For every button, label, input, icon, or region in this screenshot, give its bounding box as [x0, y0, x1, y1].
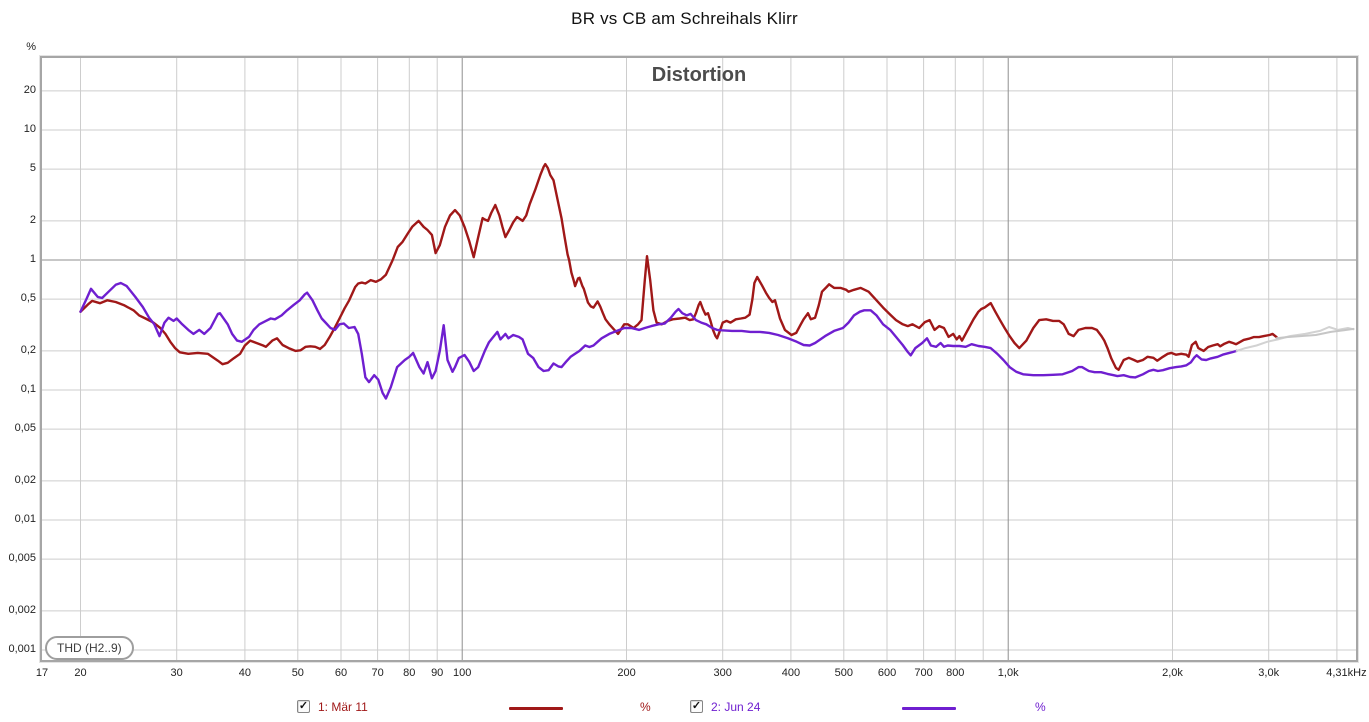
y-tick-label: 0,02: [14, 473, 36, 486]
x-tick-label: 700: [914, 667, 933, 679]
x-tick-label: 20: [74, 667, 87, 679]
y-tick-label: 1: [29, 253, 36, 265]
y-tick-label: 5: [29, 162, 36, 175]
x-tick-label: 17: [35, 667, 49, 679]
legend-checkbox-1[interactable]: ✓: [297, 700, 310, 713]
x-tick-label: 3,0k: [1258, 667, 1280, 679]
legend-line-sample-2: [902, 707, 956, 710]
plot-area[interactable]: Distortion THD (H2..9): [39, 55, 1359, 663]
checkmark-icon: ✓: [298, 700, 309, 712]
y-tick-label: 0,2: [20, 343, 36, 356]
x-tick-label: 300: [713, 667, 732, 679]
x-tick-label: 80: [403, 667, 416, 679]
legend-checkbox-2[interactable]: ✓: [690, 700, 703, 713]
x-tick-label: 500: [834, 667, 853, 679]
y-tick-label: 0,005: [8, 552, 36, 565]
trace-4: [1275, 327, 1355, 340]
legend-unit-2: %: [1035, 700, 1046, 714]
y-tick-label: 10: [23, 123, 36, 135]
x-tick-label: 200: [617, 667, 636, 679]
legend-unit-1: %: [640, 700, 651, 714]
x-tick-label: 30: [170, 667, 183, 679]
legend-label-1[interactable]: 1: Mär 11: [318, 700, 368, 714]
x-tick-label: 50: [291, 667, 304, 679]
x-tick-label: 70: [371, 667, 384, 679]
x-tick-label: 2,0k: [1162, 667, 1183, 679]
y-tick-label: 0,1: [20, 383, 36, 395]
y-tick-label: 0,01: [14, 513, 36, 525]
legend: ✓ 1: Mär 11 % ✓ 2: Jun 24 %: [0, 698, 1369, 720]
trace-2: [79, 281, 1238, 400]
y-tick-label: 0,001: [8, 643, 36, 655]
checkmark-icon: ✓: [691, 700, 702, 712]
x-tick-label: 800: [946, 667, 965, 679]
x-tick-label: 4,31kHz: [1326, 667, 1367, 679]
thd-measure-badge[interactable]: THD (H2..9): [45, 636, 134, 660]
trace-1: [79, 162, 1278, 371]
x-tick-label: 600: [877, 667, 897, 679]
y-tick-label: 0,05: [14, 422, 36, 435]
y-axis-unit-label: %: [26, 41, 36, 53]
x-tick-label: 100: [452, 667, 472, 679]
x-tick-label: 90: [431, 667, 444, 679]
page-title: BR vs CB am Schreihals Klirr: [571, 9, 798, 28]
y-tick-label: 0,5: [20, 292, 36, 305]
legend-line-sample-1: [509, 707, 563, 710]
x-tick-label: 40: [238, 667, 252, 679]
legend-label-2[interactable]: 2: Jun 24: [711, 700, 761, 714]
x-tick-label: 1,0k: [997, 667, 1019, 679]
x-tick-label: 60: [334, 667, 348, 679]
y-tick-label: 0,002: [8, 603, 36, 616]
x-tick-label: 400: [781, 667, 801, 679]
distortion-plot-svg: [42, 58, 1356, 660]
y-tick-label: 20: [23, 83, 36, 96]
thd-measure-label: THD (H2..9): [57, 641, 122, 655]
y-tick-label: 2: [29, 213, 36, 226]
trace-3: [1235, 326, 1355, 352]
